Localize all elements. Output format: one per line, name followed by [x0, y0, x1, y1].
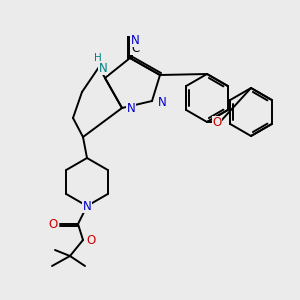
Text: N: N	[130, 34, 140, 46]
Text: O: O	[86, 233, 96, 247]
Text: O: O	[212, 116, 222, 130]
Text: N: N	[158, 95, 166, 109]
Text: H: H	[94, 53, 102, 63]
Text: N: N	[127, 103, 135, 116]
Text: C: C	[131, 41, 139, 55]
Text: O: O	[48, 218, 58, 232]
Text: N: N	[82, 200, 91, 212]
Text: N: N	[99, 61, 107, 74]
